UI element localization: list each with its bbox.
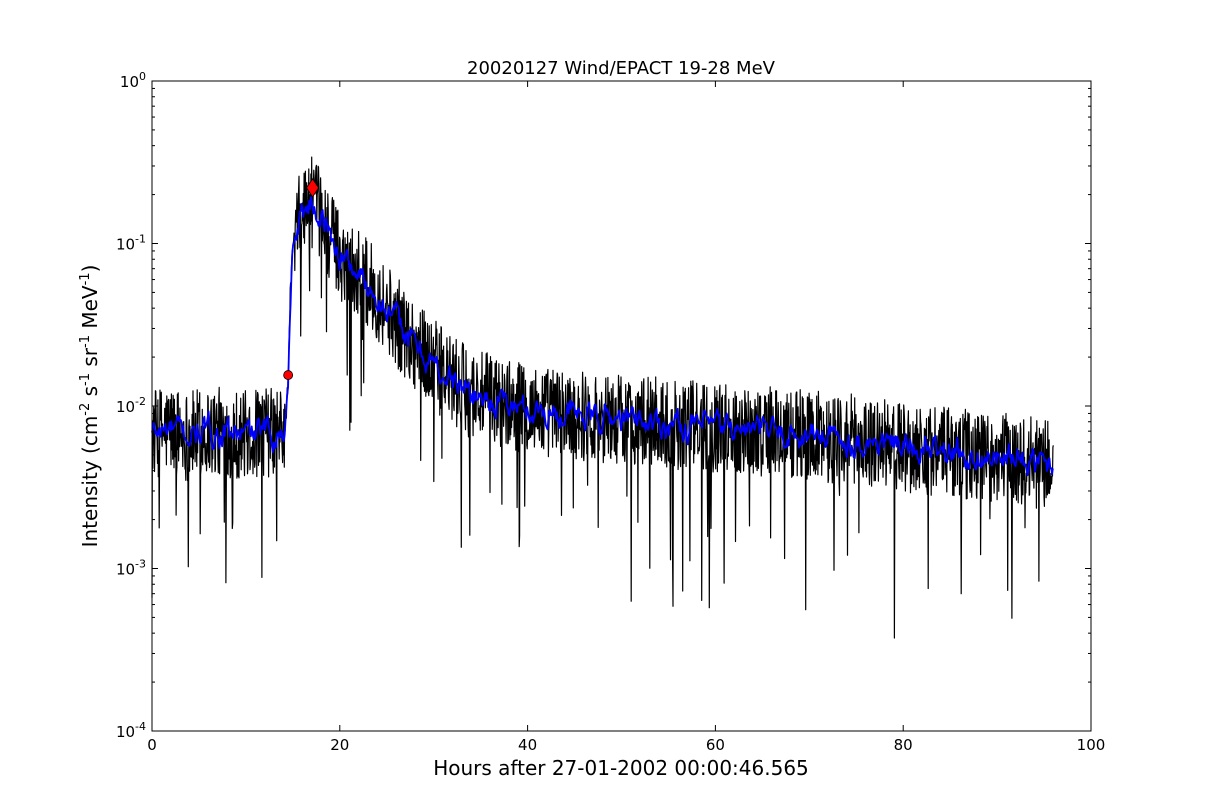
y-axis-label: Intensity (cm-2 s-1 sr-1 MeV-1) <box>78 265 102 548</box>
y-tick-label: 10-4 <box>116 720 146 741</box>
onset-marker <box>283 370 294 380</box>
y-tick-label: 10-3 <box>116 558 146 579</box>
y-tick-label: 10-1 <box>116 233 146 254</box>
x-tick-label: 80 <box>894 736 913 754</box>
peak-marker <box>306 178 320 198</box>
x-tick-label: 20 <box>330 736 349 754</box>
plot-area <box>151 156 1054 639</box>
x-tick-label: 40 <box>518 736 537 754</box>
x-tick-label: 60 <box>706 736 725 754</box>
axis-ticks: 0 20 40 60 80 100 10-4 10-3 10-2 10-1 100 <box>116 70 1105 754</box>
x-tick-label: 100 <box>1077 736 1106 754</box>
chart-title: 20020127 Wind/EPACT 19-28 MeV <box>467 58 776 79</box>
x-tick-label: 0 <box>147 736 157 754</box>
y-tick-label: 10-2 <box>116 395 146 416</box>
series-line-smoothed <box>151 196 1054 477</box>
x-axis-label: Hours after 27-01-2002 00:00:46.565 <box>433 756 809 780</box>
y-tick-label: 100 <box>120 70 146 91</box>
plot-frame <box>151 80 1092 732</box>
